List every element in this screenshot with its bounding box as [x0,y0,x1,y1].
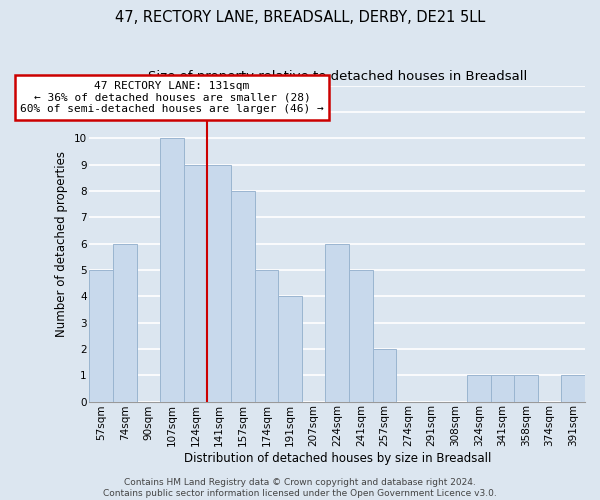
Text: Contains HM Land Registry data © Crown copyright and database right 2024.
Contai: Contains HM Land Registry data © Crown c… [103,478,497,498]
Bar [562,375,585,402]
Bar [349,270,373,402]
Title: Size of property relative to detached houses in Breadsall: Size of property relative to detached ho… [148,70,527,83]
Bar [160,138,184,402]
Bar [325,244,349,402]
Y-axis label: Number of detached properties: Number of detached properties [55,150,68,336]
Bar [89,270,113,402]
Text: 47 RECTORY LANE: 131sqm
← 36% of detached houses are smaller (28)
60% of semi-de: 47 RECTORY LANE: 131sqm ← 36% of detache… [20,81,324,114]
Bar [491,375,514,402]
Bar [208,164,231,402]
Bar [184,164,208,402]
Bar [514,375,538,402]
Text: 47, RECTORY LANE, BREADSALL, DERBY, DE21 5LL: 47, RECTORY LANE, BREADSALL, DERBY, DE21… [115,10,485,25]
Bar [467,375,491,402]
X-axis label: Distribution of detached houses by size in Breadsall: Distribution of detached houses by size … [184,452,491,465]
Bar [373,349,396,402]
Bar [278,296,302,402]
Bar [113,244,137,402]
Bar [254,270,278,402]
Bar [231,191,254,402]
